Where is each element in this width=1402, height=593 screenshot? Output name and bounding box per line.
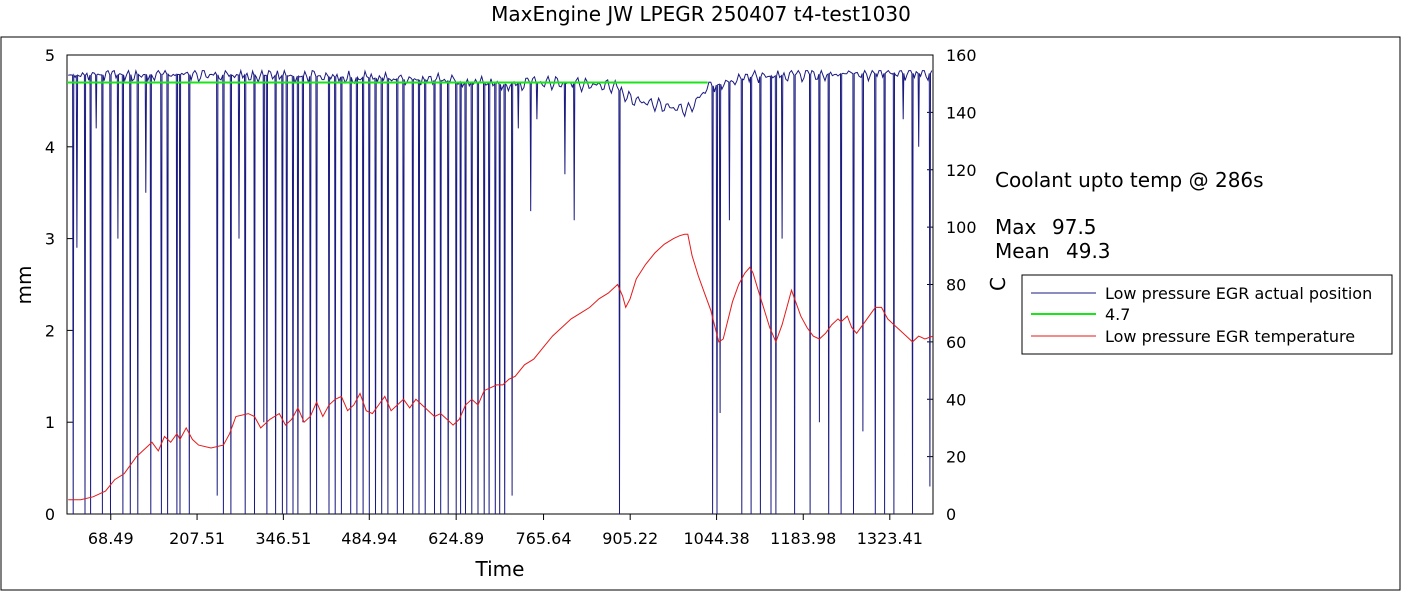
y-tick-label-5: 5 [45,46,55,65]
legend-entry-reference: 4.7 [1105,305,1130,324]
x-tick-label-9: 1323.41 [857,529,923,548]
y2-tick-label-3: 60 [946,333,966,352]
left-axis: 0 1 2 3 4 5 [45,46,73,524]
annotation-mean-value: 49.3 [1066,239,1111,263]
chart-title: MaxEngine JW LPEGR 250407 t4-test1030 [491,2,911,26]
x-tick-label-8: 1183.98 [770,529,836,548]
y-tick-label-1: 1 [45,413,55,432]
y2-tick-label-0: 0 [946,505,956,524]
legend-entry-position: Low pressure EGR actual position [1105,284,1372,303]
y-tick-label-2: 2 [45,321,55,340]
y2-tick-label-2: 40 [946,390,966,409]
y-axis-label: mm [12,266,36,305]
x-tick-label-0: 68.49 [88,529,134,548]
x-tick-label-4: 624.89 [428,529,484,548]
y-tick-label-4: 4 [45,138,55,157]
x-axis-label: Time [475,557,525,581]
y-tick-label-0: 0 [45,505,55,524]
x-axis: 68.49 207.51 346.51 484.94 624.89 765.64 905.2… [88,514,923,548]
y2-tick-label-5: 100 [946,218,977,237]
annotations: Coolant upto temp @ 286s Max 97.5 Mean 4… [995,168,1264,263]
y-tick-label-3: 3 [45,230,55,249]
annotation-coolant: Coolant upto temp @ 286s [995,168,1264,192]
y2-tick-label-1: 20 [946,448,966,467]
x-tick-label-6: 905.22 [602,529,658,548]
annotation-max-label: Max [995,215,1037,239]
legend: Low pressure EGR actual position 4.7 Low… [1021,274,1393,355]
y2-tick-label-7: 140 [946,103,977,122]
y2-tick-label-8: 160 [946,46,977,65]
x-tick-label-7: 1044.38 [683,529,749,548]
annotation-mean-label: Mean [995,239,1050,263]
chart-frame [0,36,1401,591]
x-tick-label-1: 207.51 [169,529,225,548]
x-tick-label-5: 765.64 [516,529,572,548]
y2-axis-label: C [986,277,1010,291]
right-axis: 0 20 40 60 80 100 120 140 160 [927,46,977,524]
x-tick-label-2: 346.51 [255,529,311,548]
legend-entry-temperature: Low pressure EGR temperature [1105,327,1355,346]
y2-tick-label-4: 80 [946,276,966,295]
y2-tick-label-6: 120 [946,161,977,180]
series-line-position [68,68,933,515]
x-tick-label-3: 484.94 [341,529,397,548]
series-line-temperature [68,233,934,501]
annotation-max-value: 97.5 [1052,215,1097,239]
plot-series [67,68,934,515]
